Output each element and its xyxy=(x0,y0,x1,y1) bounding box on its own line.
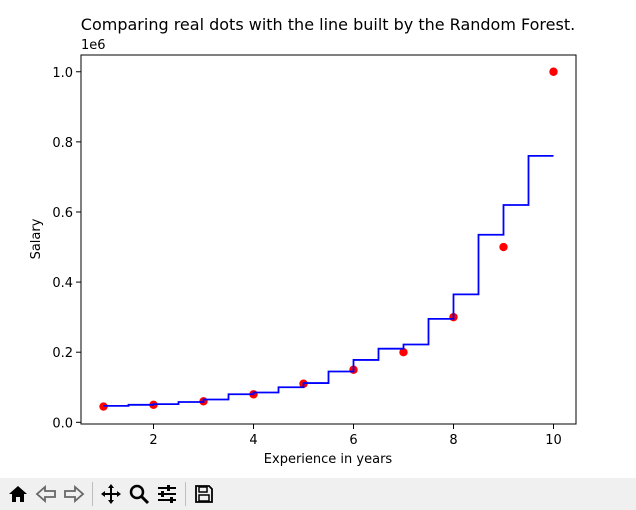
plot-area xyxy=(99,67,558,411)
navigation-toolbar xyxy=(0,478,636,510)
zoom-button[interactable] xyxy=(127,482,151,506)
y-tick-label: 0.8 xyxy=(52,136,73,151)
y-tick-label: 0.0 xyxy=(52,416,73,431)
back-arrow-icon xyxy=(35,485,56,503)
y-axis: 0.0 0.2 0.4 0.6 0.8 1.0 xyxy=(52,66,81,431)
home-button[interactable] xyxy=(6,482,30,506)
y-tick-label: 1.0 xyxy=(52,66,73,81)
toolbar-separator xyxy=(185,482,186,506)
chart-figure: Comparing real dots with the line built … xyxy=(29,15,577,467)
toolbar-separator xyxy=(92,482,93,506)
scatter-point xyxy=(549,67,558,76)
back-button[interactable] xyxy=(34,482,58,506)
x-axis: 2 4 6 8 10 xyxy=(149,424,562,448)
scatter-point xyxy=(499,242,508,252)
axes-frame xyxy=(80,54,577,425)
configure-subplots-icon xyxy=(158,485,176,503)
save-button[interactable] xyxy=(192,482,216,506)
x-tick-label: 4 xyxy=(249,433,257,448)
y-offset-label: 1e6 xyxy=(81,38,106,53)
x-axis-label: Experience in years xyxy=(264,452,393,467)
save-icon xyxy=(195,485,213,503)
x-tick-label: 2 xyxy=(149,433,157,448)
forward-button[interactable] xyxy=(62,482,86,506)
y-tick-label: 0.6 xyxy=(52,206,73,221)
y-tick-label: 0.4 xyxy=(52,276,73,291)
chart-title: Comparing real dots with the line built … xyxy=(81,15,575,34)
pan-icon xyxy=(101,484,121,504)
x-tick-label: 8 xyxy=(449,433,457,448)
scatter-point xyxy=(399,348,408,357)
home-icon xyxy=(9,486,27,502)
x-tick-label: 10 xyxy=(545,433,562,448)
y-axis-label: Salary xyxy=(29,218,44,259)
pan-button[interactable] xyxy=(99,482,123,506)
x-tick-label: 6 xyxy=(349,433,357,448)
configure-subplots-button[interactable] xyxy=(155,482,179,506)
forward-arrow-icon xyxy=(64,485,85,503)
y-tick-label: 0.2 xyxy=(52,346,73,361)
prediction-step-line xyxy=(103,154,554,407)
zoom-icon xyxy=(129,484,150,505)
